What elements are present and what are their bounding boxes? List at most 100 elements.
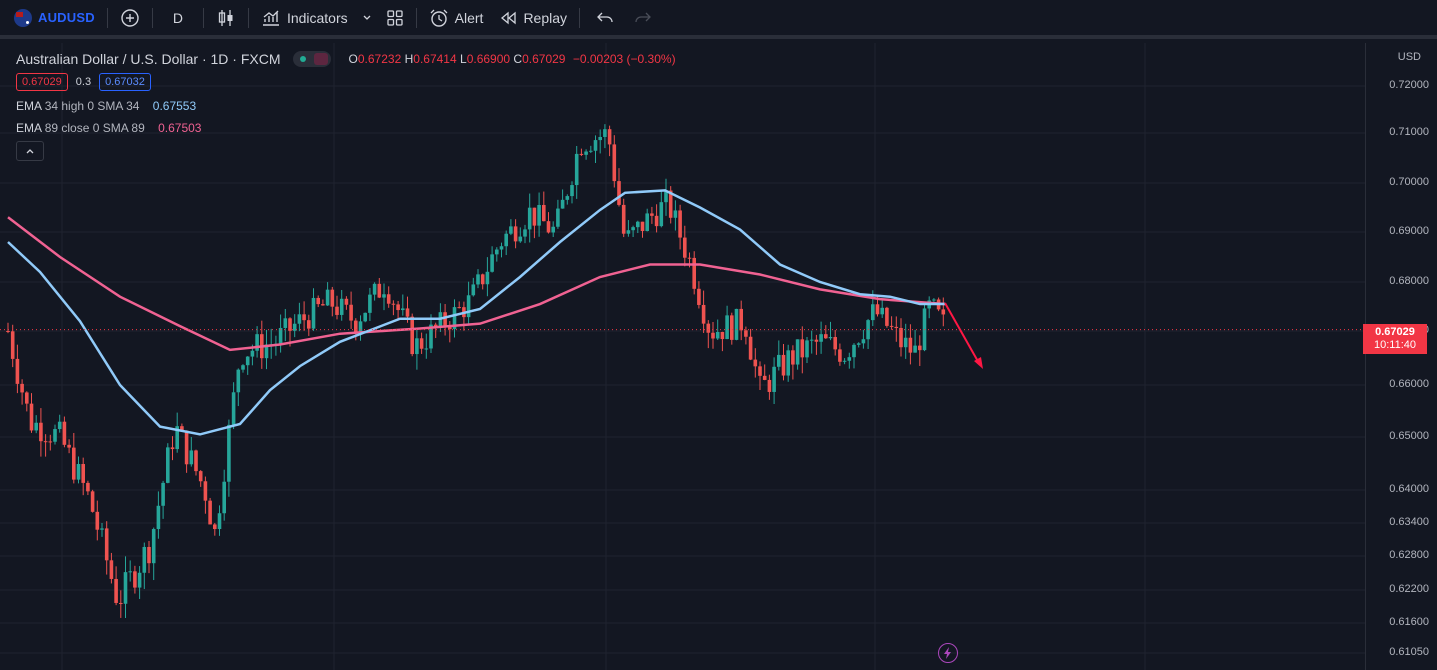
candle-body	[90, 491, 95, 512]
candle-body	[349, 304, 353, 321]
collapse-legend-button[interactable]	[16, 141, 44, 161]
candle-body	[542, 204, 546, 222]
candle-body	[476, 274, 480, 285]
candle-body	[908, 337, 913, 353]
candle-body	[842, 360, 847, 362]
candle-body	[480, 274, 485, 285]
low-value: 0.66900	[466, 52, 511, 66]
redo-button[interactable]	[626, 0, 660, 35]
candle-body	[20, 383, 24, 393]
sell-price-button[interactable]: 0.67029	[16, 73, 68, 91]
candle-body	[429, 324, 433, 349]
indicators-button[interactable]: Indicators	[253, 0, 356, 35]
candle-body	[725, 315, 729, 340]
candle-body	[636, 221, 640, 228]
price-tick-label: 0.64000	[1389, 483, 1429, 495]
candle-body	[48, 441, 53, 443]
price-tick-label: 0.71000	[1389, 126, 1429, 138]
candle-body	[767, 379, 772, 392]
candle-body	[344, 298, 349, 305]
candle-body	[278, 327, 283, 344]
chart-type-button[interactable]	[208, 0, 244, 35]
candle-body	[607, 129, 612, 145]
candle-body	[410, 316, 414, 355]
chart-pane[interactable]: Australian Dollar / U.S. Dollar · 1D · F…	[0, 43, 1437, 670]
candle-body	[250, 350, 255, 357]
candle-body	[509, 226, 513, 234]
undo-button[interactable]	[584, 0, 626, 35]
candle-body	[302, 314, 306, 321]
candle-body	[734, 308, 739, 340]
indicator-args: 34 high 0 SMA 34	[44, 99, 140, 113]
candle-body	[433, 324, 438, 327]
candle-body	[217, 513, 222, 530]
price-chart[interactable]	[0, 43, 1437, 670]
candle-body	[711, 332, 715, 339]
candle-body	[6, 331, 10, 332]
candle-body	[551, 226, 555, 233]
indicator-args: 89 close 0 SMA 89	[44, 121, 145, 135]
candle-body	[485, 271, 490, 285]
compare-symbol-button[interactable]	[112, 0, 148, 35]
candle-body	[198, 471, 203, 482]
candle-body	[687, 257, 692, 259]
candle-body	[147, 546, 151, 564]
bid-ask-row: 0.67029 0.3 0.67032	[16, 73, 676, 91]
close-value: 0.67029	[522, 52, 566, 66]
market-status-badge[interactable]	[292, 51, 331, 67]
buy-price-button[interactable]: 0.67032	[99, 73, 151, 91]
candle-body	[495, 249, 499, 255]
candle-body	[894, 326, 899, 328]
candle-body	[824, 334, 828, 339]
divider	[151, 7, 153, 28]
price-tick-label: 0.61050	[1389, 646, 1429, 658]
candle-body	[133, 571, 137, 588]
candle-body	[95, 511, 100, 530]
candle-body	[556, 208, 560, 227]
ema34-line[interactable]	[7, 189, 945, 436]
symbol-title[interactable]: Australian Dollar / U.S. Dollar · 1D · F…	[16, 51, 281, 67]
candle-body	[918, 345, 922, 351]
trend-arrow-drawing[interactable]	[944, 302, 981, 366]
candle-body	[57, 421, 62, 430]
candle-body	[466, 295, 471, 318]
candle-body	[53, 429, 57, 442]
candle-body	[668, 190, 673, 218]
candle-body	[852, 344, 856, 358]
candle-body	[161, 482, 165, 506]
candle-body	[617, 181, 621, 205]
lightning-button[interactable]	[938, 643, 958, 663]
templates-button[interactable]	[378, 0, 412, 35]
interval-button[interactable]: D	[157, 0, 199, 35]
divider	[247, 7, 249, 28]
candle-body	[650, 213, 654, 216]
candle-body	[805, 340, 809, 358]
redo-icon	[635, 12, 651, 22]
candle-body	[325, 289, 330, 306]
candle-body	[419, 338, 424, 349]
indicator-ema34[interactable]: EMA 34 high 0 SMA 34 0.67553	[16, 99, 676, 113]
ema89-line[interactable]	[7, 216, 946, 352]
candle-body	[29, 403, 34, 431]
candle-body	[264, 344, 269, 359]
candle-body	[932, 299, 936, 301]
candle-body	[137, 572, 142, 588]
price-tick-label: 0.65000	[1389, 430, 1429, 442]
candle-body	[828, 337, 833, 339]
symbol-search[interactable]: AUDUSD	[0, 0, 103, 35]
candle-body	[565, 196, 570, 200]
candle-body	[621, 204, 626, 234]
candle-body	[180, 426, 184, 431]
candle-body	[838, 349, 842, 362]
indicators-dropdown[interactable]	[356, 0, 378, 35]
candle-body	[706, 323, 711, 333]
alert-button[interactable]: Alert	[421, 0, 492, 35]
price-tick-label: 0.62800	[1389, 549, 1429, 561]
replay-button[interactable]: Replay	[491, 0, 575, 35]
price-axis[interactable]: USD 0.72000 0.71000 0.70000 0.69000 0.68000 0…	[1363, 43, 1437, 670]
candle-body	[443, 312, 447, 327]
currency-selector[interactable]: USD	[1397, 51, 1421, 63]
low-key: L	[460, 52, 467, 66]
indicator-ema89[interactable]: EMA 89 close 0 SMA 89 0.67503	[16, 121, 676, 135]
candle-body	[316, 297, 320, 305]
